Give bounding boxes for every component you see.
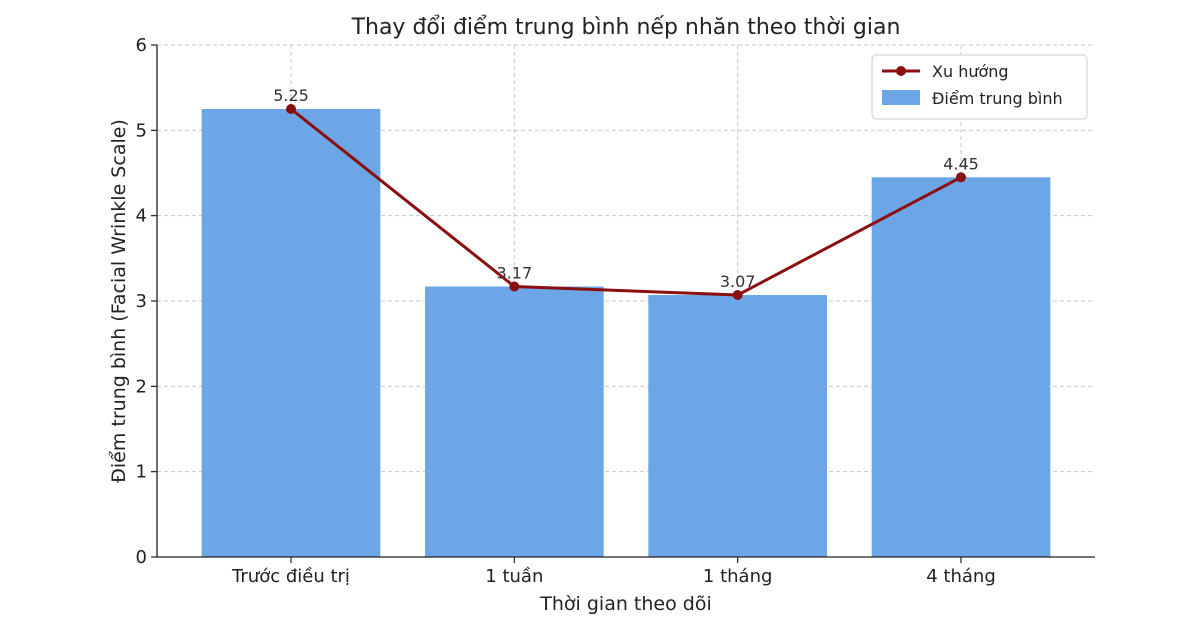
legend-bar-label: Điểm trung bình xyxy=(932,89,1063,108)
bars-group xyxy=(201,109,1051,557)
trend-line xyxy=(290,107,962,297)
data-label: 3.07 xyxy=(720,272,756,291)
y-tick-label: 3 xyxy=(136,291,147,312)
trend-point xyxy=(732,290,743,301)
legend-bar-swatch xyxy=(882,90,920,105)
chart-title: Thay đổi điểm trung bình nếp nhăn theo t… xyxy=(351,15,901,40)
data-labels-group: 5.25 3.17 3.07 4.45 xyxy=(273,86,979,291)
x-ticks: Trước điều trị 1 tuần 1 tháng 4 tháng xyxy=(231,557,996,587)
y-tick-label: 0 xyxy=(136,547,147,568)
y-axis-title: Điểm trung bình (Facial Wrinkle Scale) xyxy=(108,119,130,483)
data-label: 3.17 xyxy=(497,263,533,282)
bar xyxy=(648,295,827,557)
legend-trend-swatch-marker xyxy=(896,66,906,76)
y-tick-label: 2 xyxy=(136,376,147,397)
trend-point xyxy=(956,172,966,183)
y-tick-label: 6 xyxy=(136,35,147,56)
legend: Xu hướng Điểm trung bình xyxy=(871,54,1088,120)
y-tick-label: 4 xyxy=(136,206,147,227)
bar xyxy=(871,177,1051,557)
x-tick-label: 4 tháng xyxy=(926,566,996,587)
trend-point xyxy=(286,104,296,114)
x-axis-title: Thời gian theo dõi xyxy=(539,593,711,615)
y-ticks: 0 1 2 3 4 5 6 xyxy=(136,35,157,568)
y-tick-label: 1 xyxy=(136,462,147,483)
data-label: 5.25 xyxy=(273,86,309,105)
bar xyxy=(201,109,381,557)
y-tick-label: 5 xyxy=(136,120,147,141)
legend-box xyxy=(871,54,1088,120)
data-label: 4.45 xyxy=(943,154,979,173)
x-tick-label: 1 tuần xyxy=(485,566,543,587)
x-tick-label: 1 tháng xyxy=(703,566,773,587)
x-tick-label: Trước điều trị xyxy=(231,566,350,587)
legend-trend-label: Xu hướng xyxy=(932,62,1009,81)
trend-line-group xyxy=(286,104,966,301)
trend-point xyxy=(509,281,520,292)
bar xyxy=(425,286,604,557)
